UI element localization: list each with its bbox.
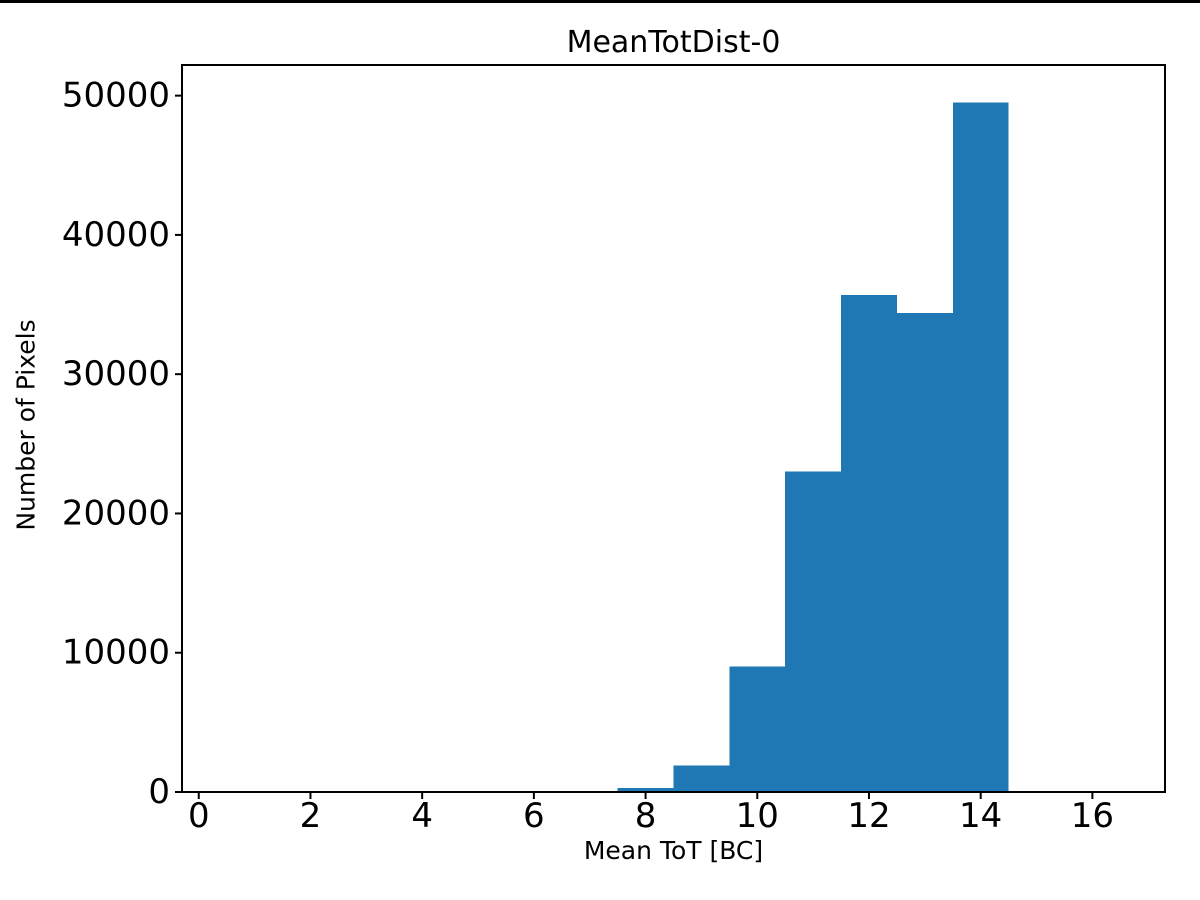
y-tick-label: 0	[148, 772, 170, 812]
y-tick-label: 40000	[62, 215, 170, 255]
x-tick-label: 6	[523, 796, 545, 836]
axes-spines	[181, 64, 1166, 793]
histogram-bar	[729, 666, 786, 792]
histogram-bar	[952, 102, 1009, 793]
x-axis-label: Mean ToT [BC]	[583, 836, 764, 865]
x-tick-label: 2	[300, 796, 322, 836]
histogram-bar	[673, 765, 730, 792]
x-tick-label: 0	[188, 796, 210, 836]
x-tick-label: 16	[1071, 796, 1114, 836]
x-tick-label: 10	[736, 796, 779, 836]
y-tick-label: 30000	[62, 354, 170, 394]
x-tick-label: 8	[635, 796, 657, 836]
x-tick-label: 4	[411, 796, 433, 836]
histogram-bar	[617, 787, 674, 792]
screenshot-top-edge	[0, 0, 1200, 3]
histogram-bar	[785, 471, 842, 792]
x-tick-label: 12	[847, 796, 890, 836]
x-tick-label: 14	[959, 796, 1002, 836]
chart-title: MeanTotDist-0	[566, 25, 781, 60]
histogram-bar	[841, 294, 897, 792]
histogram-bar	[896, 312, 953, 792]
y-tick-label: 20000	[62, 493, 170, 533]
y-tick-label: 10000	[62, 633, 170, 673]
y-axis-label: Number of Pixels	[11, 319, 41, 531]
y-tick-label: 50000	[62, 76, 170, 116]
